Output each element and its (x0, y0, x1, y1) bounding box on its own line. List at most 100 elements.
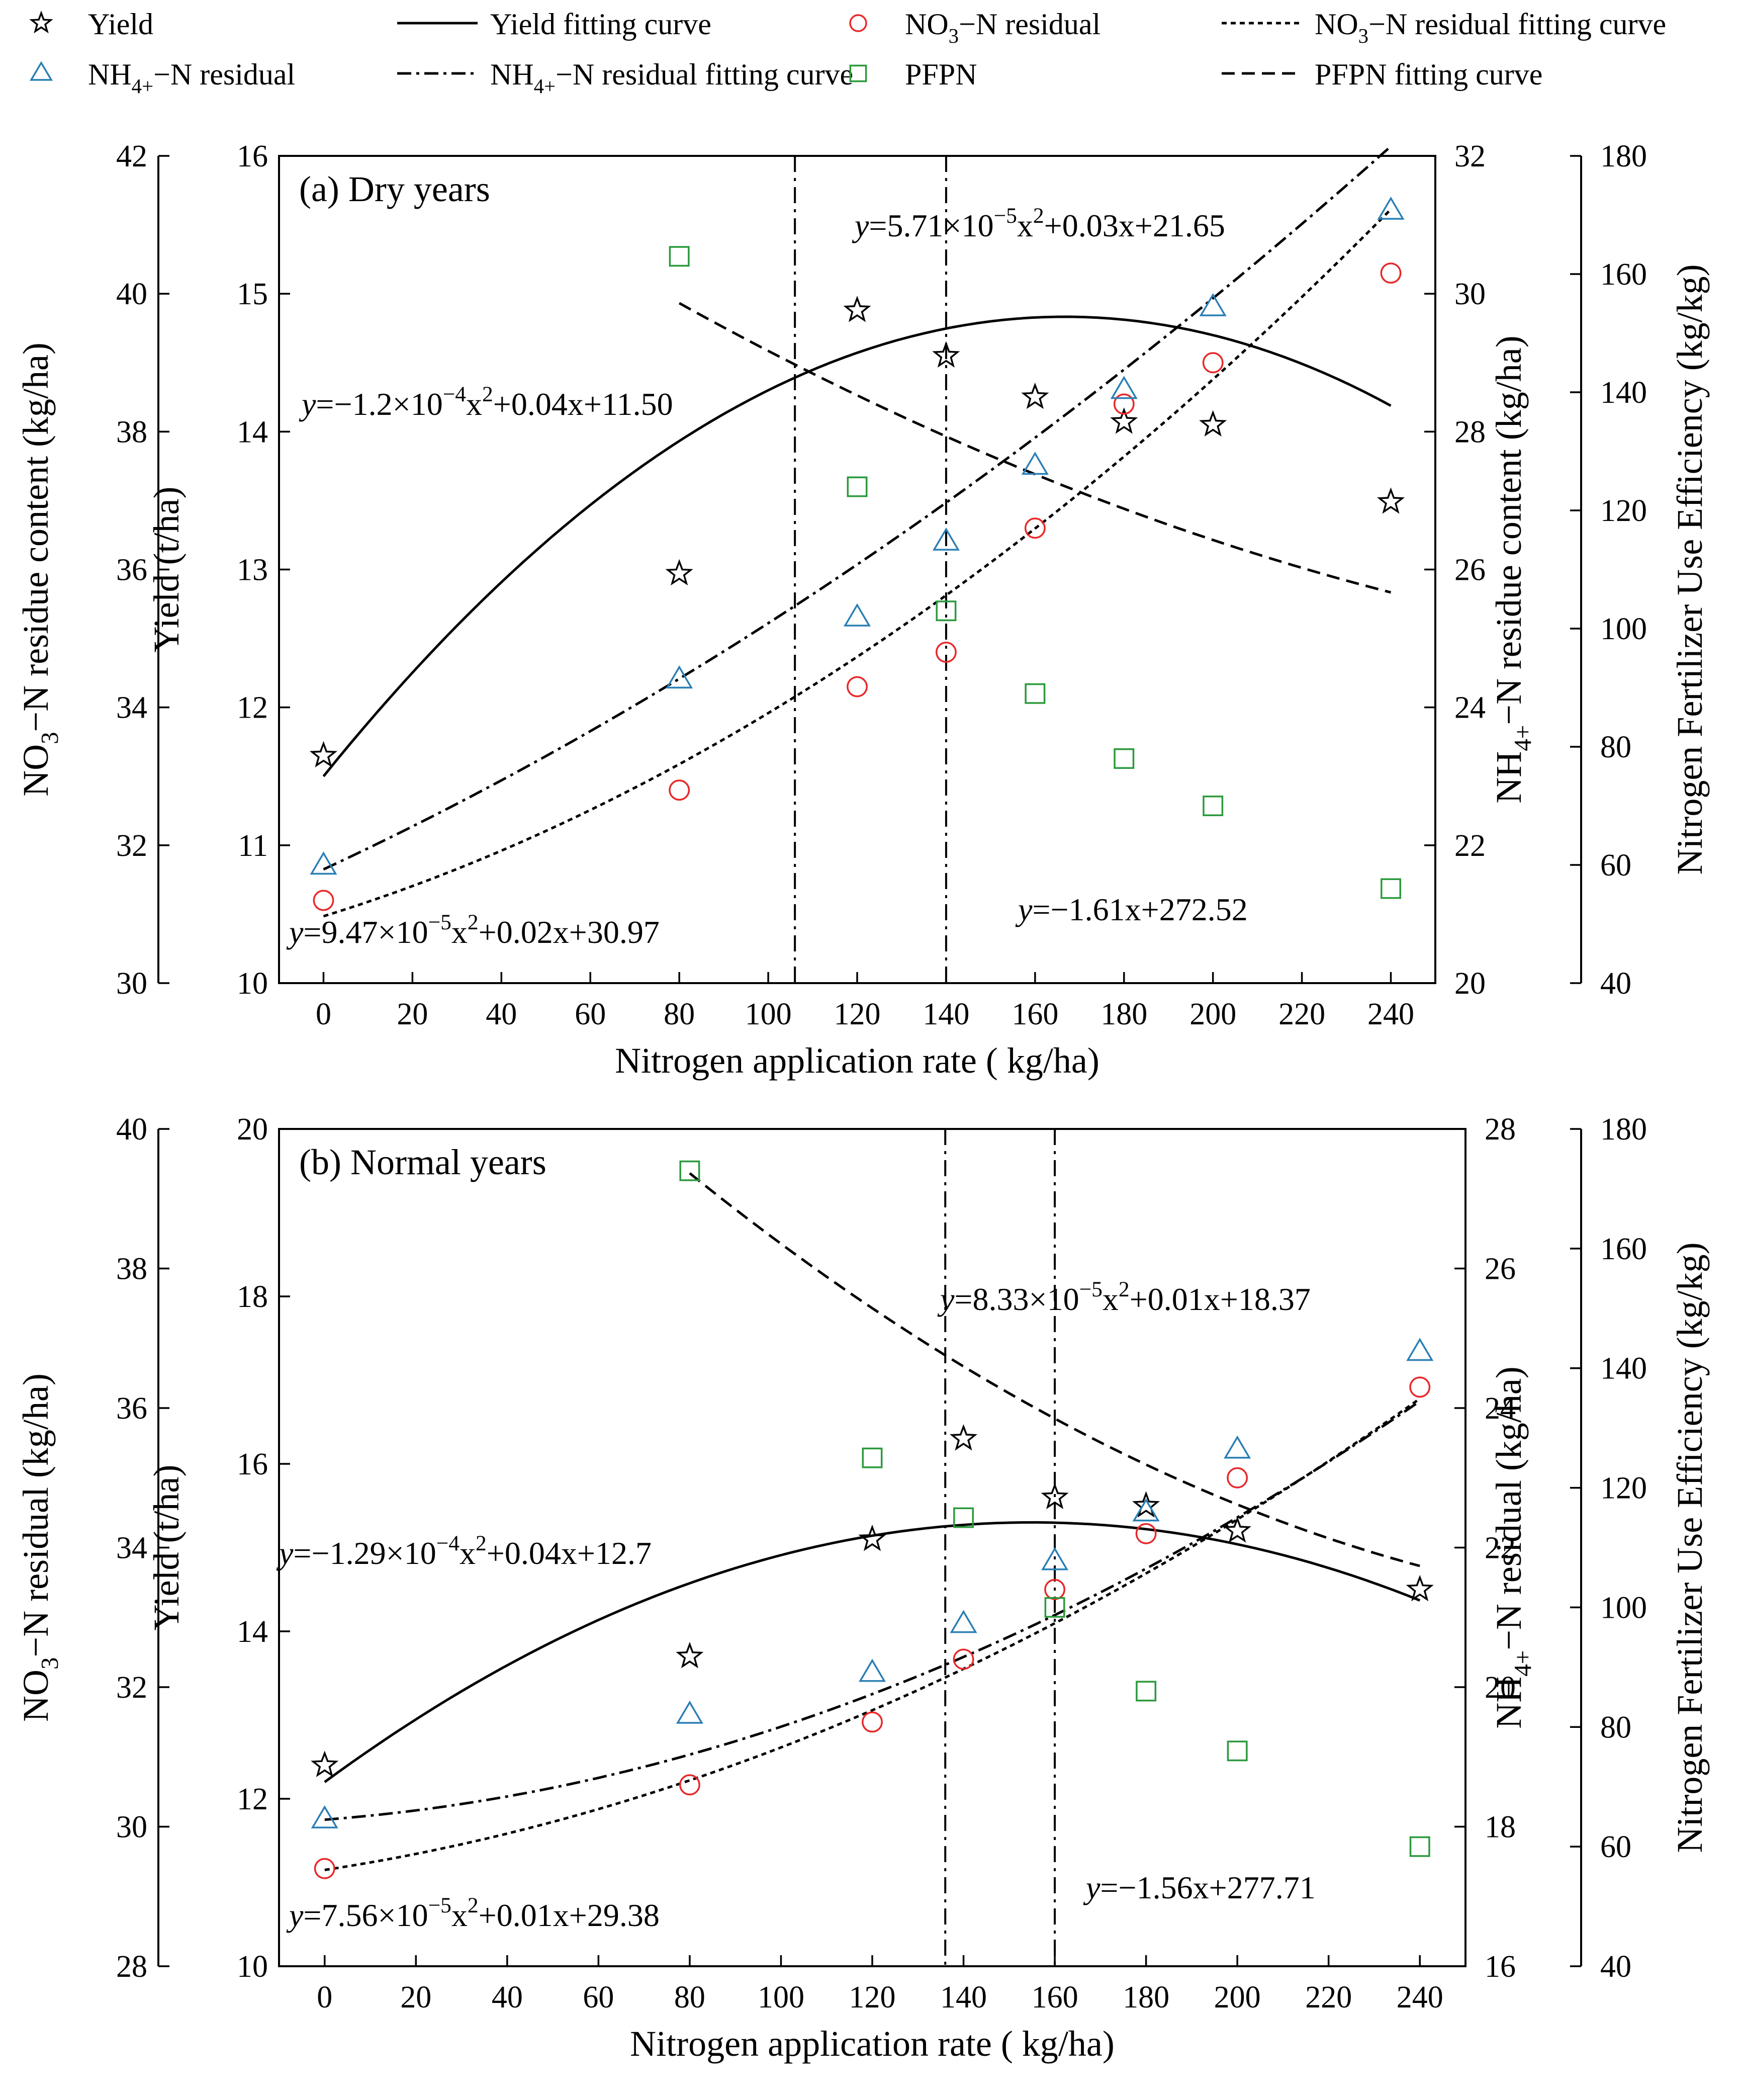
x-tick-label: 200 (1214, 1980, 1261, 2015)
no3-point (1135, 1523, 1157, 1544)
y-tick-label: 140 (1600, 376, 1647, 410)
y-tick-label: 100 (1600, 612, 1647, 646)
y-tick-label: 32 (116, 829, 147, 863)
panel-dry-years: 0 20 40 60 80 100 120 140 160 180 200 220 240 Nitroge… (16, 139, 1710, 1081)
y-tick-label: 38 (116, 415, 147, 449)
legend-item-no3_pts: NO3−N residual (849, 8, 1100, 47)
nh4-point (843, 603, 871, 627)
legend-label: NO3−N residual fitting curve (1315, 8, 1666, 47)
x-tick-label: 0 (317, 1980, 332, 2015)
y-tick-label: 160 (1600, 257, 1647, 292)
y-tick-label: 22 (1485, 1531, 1516, 1565)
pfpn-point (862, 1447, 883, 1468)
nh4-point (932, 527, 960, 551)
y-tick-label: 40 (116, 1112, 147, 1147)
yield-point (1110, 407, 1138, 434)
y-tick-label: 16 (1485, 1950, 1516, 1984)
nh4-points (311, 1338, 1434, 1828)
pfpn-fitting-curve (678, 302, 1392, 594)
pfpn-point (1227, 1740, 1248, 1762)
nh4-point (950, 1610, 977, 1633)
yield-point (1223, 1516, 1251, 1543)
pfpn-fitting-curve (689, 1172, 1420, 1567)
yield-point (1199, 410, 1227, 437)
x-tick-label: 240 (1397, 1980, 1443, 2015)
x-tick-label: 60 (583, 1980, 614, 2015)
y-tick-label: 18 (237, 1280, 268, 1314)
legend-label: Yield fitting curve (490, 8, 711, 41)
y-tick-label: 160 (1600, 1232, 1647, 1266)
nh4-equation: y=5.71×10−5x2+0.03x+21.65 (852, 204, 1225, 243)
no3-equation: y=9.47×10−5x2+0.02x+30.97 (286, 910, 660, 950)
x-tick-label: 20 (397, 997, 428, 1031)
x-tick-label: 120 (849, 1980, 896, 2015)
nh4-equation: y=8.33×10−5x2+0.01x+18.37 (937, 1277, 1311, 1317)
pfpn-axis: 40 60 80 100 120 140 160 180 Nitrogen Fertilizer… (1570, 139, 1710, 1001)
pfpn-equation: y=−1.56x+277.71 (1083, 1870, 1316, 1905)
pfpn-point (1044, 1597, 1065, 1618)
yield-point (843, 296, 871, 322)
legend-item-yield_curve: Yield fitting curve (397, 8, 711, 41)
no3-point (1024, 517, 1046, 539)
yield-point (949, 1424, 978, 1451)
nh4-point (1377, 196, 1405, 220)
pfpn-point (1136, 1681, 1157, 1702)
y-tick-label: 180 (1600, 1112, 1647, 1147)
yield-fitting-curve (324, 1521, 1421, 1783)
no3-point (1409, 1376, 1431, 1398)
y-axis-title: NH4+−N residual (kg/ha) (1489, 1366, 1536, 1729)
y-tick-label: 60 (1600, 848, 1631, 883)
y-tick-label: 80 (1600, 730, 1631, 764)
no3-point (1044, 1579, 1066, 1600)
y-tick-label: 100 (1600, 1591, 1647, 1625)
nh4-point (1132, 1498, 1160, 1522)
nh4-point (311, 1805, 338, 1828)
x-tick-label: 40 (492, 1980, 523, 2015)
yield-point (309, 741, 338, 768)
pfpn-point (953, 1507, 974, 1528)
y-tick-label: 14 (237, 415, 268, 449)
legend-item-nh4_pts: NH4+−N residual (29, 58, 295, 98)
pfpn-point (1409, 1836, 1430, 1857)
x-tick-label: 60 (575, 997, 606, 1031)
legend-item-pfpn_pts: PFPN (849, 58, 977, 91)
y-tick-label: 28 (116, 1950, 147, 1984)
no3-axis: 30 32 34 36 38 40 42 NO3−N residue content (kg/… (16, 139, 169, 1001)
pfpn-point (679, 1160, 700, 1181)
x-tick-label: 40 (486, 997, 517, 1031)
x-axis-title: Nitrogen application rate ( kg/ha) (615, 1040, 1099, 1081)
pfpn-points (669, 246, 1402, 899)
no3-point (1227, 1467, 1248, 1489)
no3-fitting-curve (324, 1397, 1421, 1871)
yield-point (1132, 1491, 1160, 1518)
yield-point (858, 1524, 886, 1551)
y-tick-label: 140 (1600, 1352, 1647, 1386)
nh4-points (310, 196, 1405, 875)
yield-point (311, 1751, 339, 1777)
y-tick-label: 24 (1485, 1391, 1516, 1426)
x-tick-label: 80 (664, 997, 695, 1031)
y-tick-label: 22 (1454, 829, 1486, 863)
x-axis-title: Nitrogen application rate ( kg/ha) (630, 2024, 1115, 2064)
no3-points (314, 1376, 1431, 1879)
pfpn-point (1114, 748, 1135, 769)
legend-square-marker (849, 64, 867, 82)
pfpn-points (679, 1160, 1430, 1857)
nh4-point (676, 1700, 703, 1724)
y-tick-label: 11 (238, 829, 268, 863)
yield-axis: 10 11 12 13 14 15 16 Yield (t/ha) (146, 139, 290, 1001)
y-tick-label: 40 (116, 277, 147, 311)
y-tick-label: 34 (116, 1531, 147, 1565)
no3-point (935, 642, 957, 663)
legend-label: NH4+−N residual (88, 58, 295, 98)
nh4-point (1199, 293, 1227, 316)
legend: Yield Yield fitting curve NO3−N residual NO… (29, 8, 1666, 98)
x-tick-label: 160 (1012, 997, 1058, 1031)
y-axis-title: NO3−N residue content (kg/ha) (16, 342, 63, 797)
y-tick-label: 32 (116, 1671, 147, 1705)
y-tick-label: 34 (116, 691, 147, 725)
y-axis-title: Nitrogen Fertilizer Use Efficiency (kg/k… (1670, 1242, 1710, 1853)
y-axis-title: Yield (t/ha) (146, 487, 187, 653)
yield-point (665, 559, 693, 586)
no3-point (1380, 262, 1402, 284)
